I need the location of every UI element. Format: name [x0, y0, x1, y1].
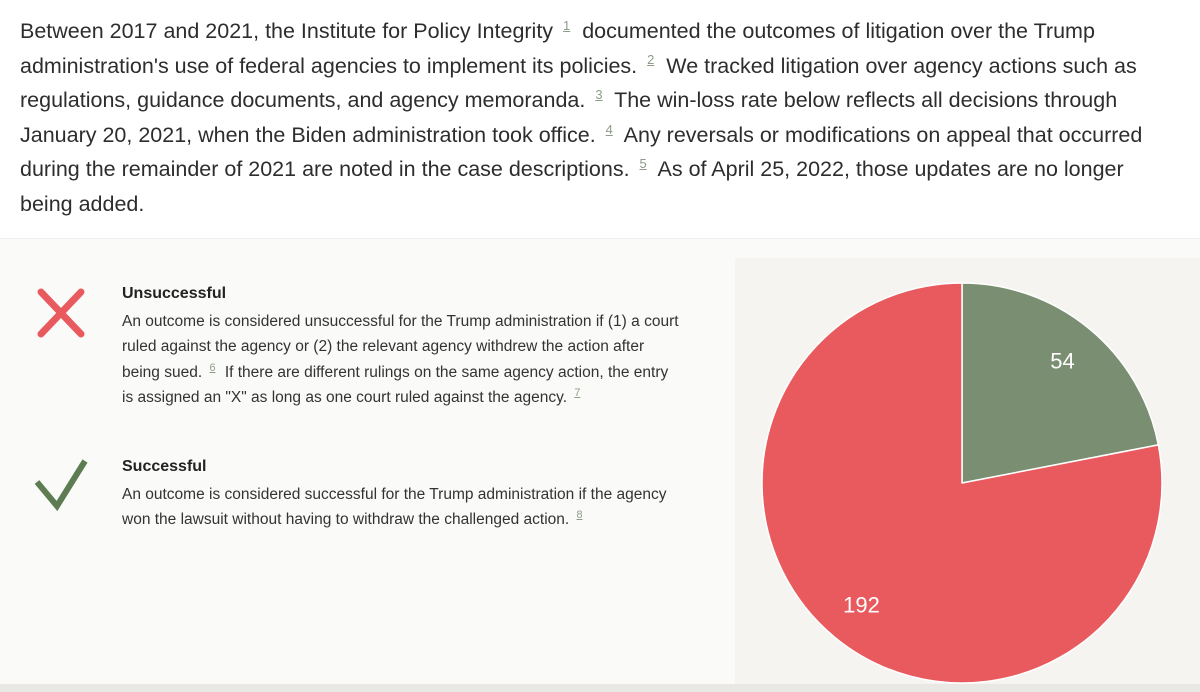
legend-item-successful: Successful An outcome is considered succ… — [33, 458, 735, 533]
legend: Unsuccessful An outcome is considered un… — [0, 239, 735, 532]
pie-chart-panel: 54 192 — [735, 258, 1200, 684]
x-mark-icon — [33, 285, 88, 340]
legend-item-unsuccessful: Unsuccessful An outcome is considered un… — [33, 285, 735, 411]
content-section: Unsuccessful An outcome is considered un… — [0, 239, 1200, 684]
footnote-link-3[interactable]: 3 — [595, 87, 603, 103]
intro-paragraph: Between 2017 and 2021, the Institute for… — [20, 17, 1143, 216]
pie-slice-successful[interactable] — [961, 282, 1160, 484]
page-bottom-edge — [0, 684, 1200, 692]
legend-text-unsuccessful: Unsuccessful An outcome is considered un… — [122, 285, 682, 411]
intro-section: Between 2017 and 2021, the Institute for… — [0, 0, 1200, 239]
legend-desc-unsuccessful: An outcome is considered unsuccessful fo… — [122, 313, 679, 407]
legend-title-successful: Successful — [122, 457, 207, 475]
footnote-link-1[interactable]: 1 — [563, 17, 571, 33]
pie-data-label-successful: 54 — [1050, 349, 1074, 374]
legend-desc-successful: An outcome is considered successful for … — [122, 485, 667, 529]
pie-slice-unsuccessful[interactable] — [761, 282, 1163, 684]
legend-title-unsuccessful: Unsuccessful — [122, 285, 227, 302]
pie-data-label-unsuccessful: 192 — [843, 592, 880, 617]
check-mark-icon — [33, 458, 88, 513]
footnote-link-7[interactable]: 7 — [574, 387, 581, 400]
legend-text-successful: Successful An outcome is considered succ… — [122, 458, 682, 533]
footnote-link-6[interactable]: 6 — [209, 361, 216, 374]
footnote-link-8[interactable]: 8 — [576, 508, 583, 521]
footnote-link-5[interactable]: 5 — [639, 156, 647, 172]
footnote-link-4[interactable]: 4 — [605, 121, 613, 137]
footnote-link-2[interactable]: 2 — [647, 52, 655, 68]
pie-chart: 54 192 — [761, 282, 1163, 684]
